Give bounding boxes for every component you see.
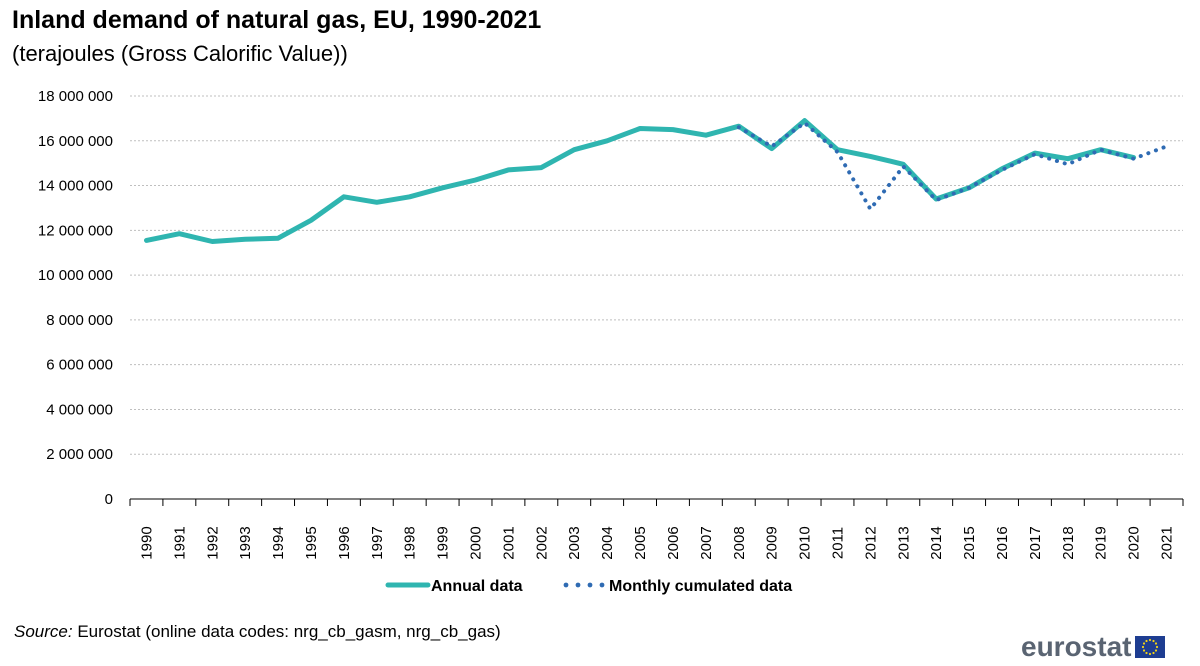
x-tick-label: 2016 — [994, 526, 1011, 559]
x-tick-label: 2000 — [468, 526, 485, 559]
chart-title: Inland demand of natural gas, EU, 1990-2… — [12, 6, 542, 34]
y-tick-label: 18 000 000 — [38, 88, 113, 105]
x-tick-label: 2005 — [632, 526, 649, 559]
legend-dot — [587, 582, 593, 588]
eu-flag-icon — [1135, 636, 1166, 658]
legend-label-monthly: Monthly cumulated data — [609, 578, 792, 595]
x-tick-label: 2018 — [1060, 526, 1077, 559]
x-tick-label: 1991 — [171, 526, 188, 559]
x-tick-label: 2011 — [829, 527, 846, 559]
x-tick-label: 1992 — [204, 526, 221, 559]
y-tick-label: 6 000 000 — [46, 357, 113, 374]
logo-text: eurostat — [1021, 631, 1132, 662]
x-tick-label: 1997 — [369, 526, 386, 559]
x-tick-label: 2015 — [961, 526, 978, 559]
x-tick-label: 2002 — [533, 526, 550, 559]
y-tick-label: 14 000 000 — [38, 178, 113, 195]
x-tick-label: 1994 — [270, 526, 287, 559]
y-tick-label: 4 000 000 — [46, 401, 113, 418]
x-tick-label: 2006 — [665, 526, 682, 559]
x-tick-label: 1990 — [138, 526, 155, 559]
x-tick-label: 2009 — [764, 526, 781, 559]
x-tick-label: 2013 — [895, 526, 912, 559]
x-tick-label: 2010 — [797, 526, 814, 559]
y-tick-label: 2 000 000 — [46, 446, 113, 463]
x-tick-label: 2020 — [1126, 526, 1143, 559]
x-tick-label: 2008 — [731, 526, 748, 559]
legend: Annual data Monthly cumulated data — [385, 578, 792, 595]
y-tick-label: 0 — [105, 491, 113, 508]
x-tick-label: 2004 — [599, 526, 616, 559]
legend-dot — [563, 582, 569, 588]
x-tick-label: 1995 — [303, 526, 320, 559]
y-tick-labels: 0 2 000 000 4 000 000 6 000 000 8 000 000 10 … — [38, 88, 113, 508]
legend-dot — [599, 582, 605, 588]
x-tick-label: 2001 — [500, 526, 517, 559]
x-tick-label: 2012 — [862, 526, 879, 559]
source-label: Source: — [14, 622, 73, 641]
x-tick-label: 1993 — [237, 526, 254, 559]
x-tick-label: 2003 — [566, 526, 583, 559]
eurostat-logo: eurostat — [1021, 631, 1166, 662]
x-tick-label: 1996 — [336, 526, 353, 559]
x-tick-label: 1998 — [402, 526, 419, 559]
x-tick-label: 2014 — [928, 526, 945, 559]
legend-dot — [575, 582, 581, 588]
y-tick-label: 12 000 000 — [38, 222, 113, 239]
gridlines — [130, 95, 1183, 455]
series-lines — [144, 118, 1169, 244]
source-note: Source: Eurostat (online data codes: nrg… — [14, 622, 501, 642]
source-text: Eurostat (online data codes: nrg_cb_gasm… — [72, 622, 501, 641]
y-tick-label: 10 000 000 — [38, 267, 113, 284]
series-line-monthly — [736, 120, 1169, 213]
axes — [129, 498, 1184, 506]
chart-subtitle: (terajoules (Gross Calorific Value)) — [12, 41, 348, 66]
legend-label-annual: Annual data — [431, 578, 523, 595]
x-tick-label: 1999 — [435, 526, 452, 559]
x-tick-label: 2007 — [698, 526, 715, 559]
y-tick-label: 8 000 000 — [46, 312, 113, 329]
legend-swatch-monthly — [563, 582, 605, 588]
x-tick-label: 2019 — [1093, 526, 1110, 559]
series-line-annual — [144, 118, 1137, 244]
x-tick-label: 2021 — [1159, 526, 1176, 559]
x-tick-label: 2017 — [1027, 526, 1044, 559]
x-tick-labels: 1990 1991 1992 1993 1994 1995 1996 1997 1998 1999… — [138, 526, 1175, 559]
y-tick-label: 16 000 000 — [38, 133, 113, 150]
